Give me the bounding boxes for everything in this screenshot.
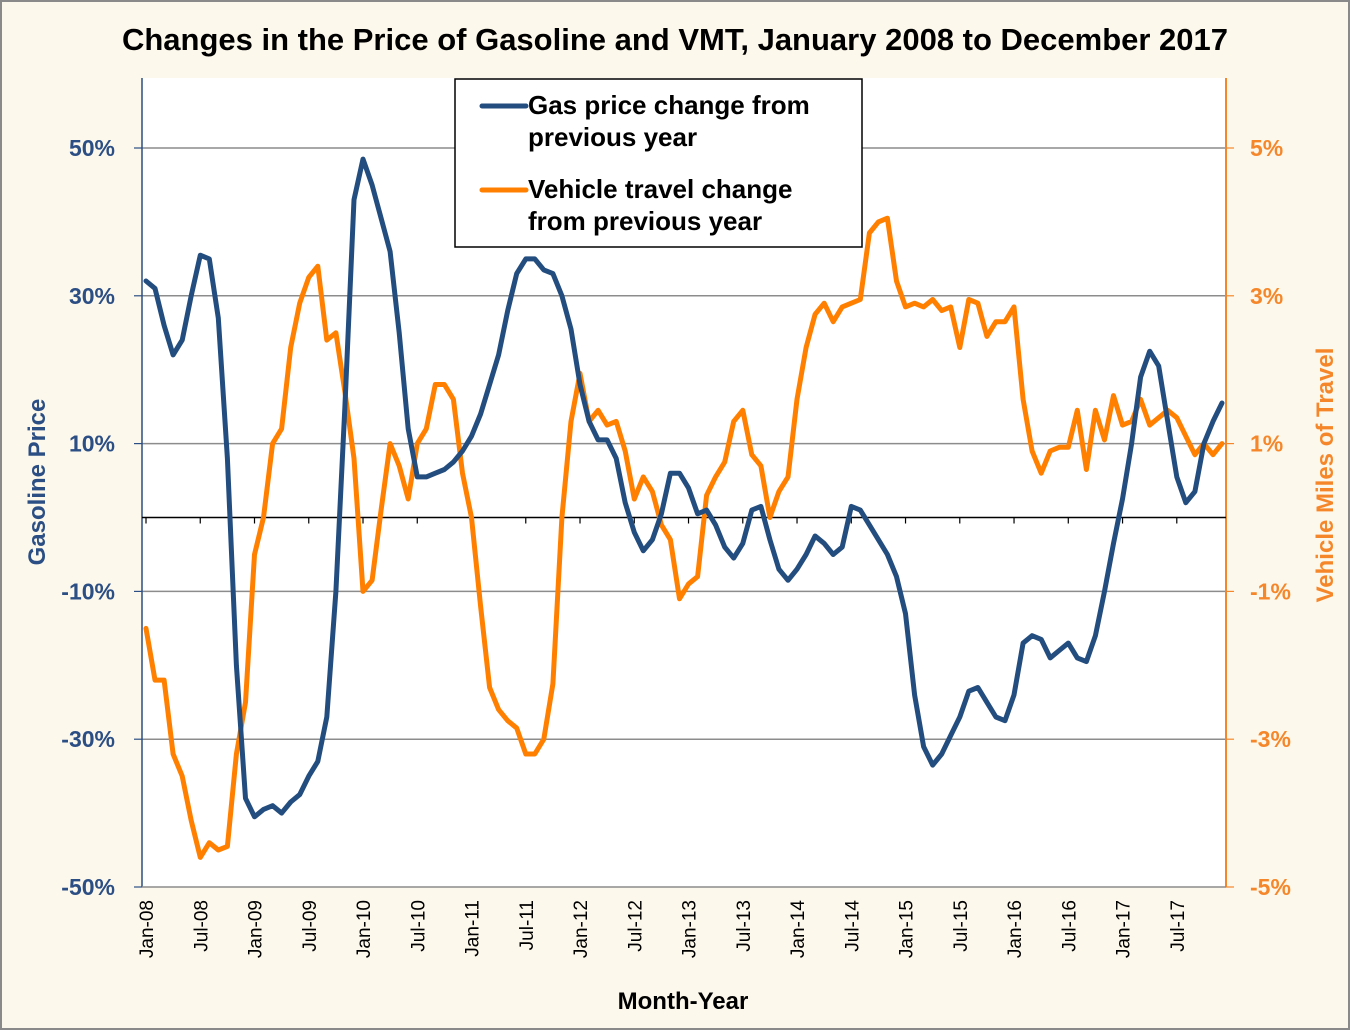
x-tick-label: Jul-12	[625, 900, 646, 952]
x-tick-label: Jan-13	[680, 900, 701, 958]
left-axis-ticks: 50% 30% 10% -10% -30% -50%	[61, 135, 142, 900]
x-tick-label: Jan-17	[1114, 900, 1135, 958]
x-tick-label: Jul-14	[842, 900, 863, 952]
gas-price-change-line	[143, 156, 1225, 820]
x-tick-label: Jul-09	[300, 900, 321, 952]
x-tick-label: Jan-08	[137, 900, 158, 958]
x-tick-label: Jul-11	[517, 900, 538, 950]
legend: Gas price change from previous year Vehi…	[454, 78, 863, 248]
x-axis-ticks: Jan-08 Jul-08 Jan-09 Jul-09 Jan-10 Jul-10 Jan-…	[137, 517, 1189, 959]
right-tick-label: 1%	[1250, 431, 1283, 457]
left-tick-label: 30%	[69, 283, 115, 309]
right-tick-label: 3%	[1250, 283, 1283, 309]
x-tick-label: Jul-15	[951, 900, 972, 952]
legend-label-gas-line1: Gas price change from	[528, 90, 810, 120]
x-axis-title: Month-Year	[618, 988, 749, 1015]
legend-label-vmt-line2: from previous year	[528, 206, 762, 236]
axes	[141, 78, 1227, 888]
left-tick-label: 10%	[69, 431, 115, 457]
x-tick-label: Jul-08	[191, 900, 212, 952]
x-tick-label: Jan-16	[1005, 900, 1026, 958]
left-tick-label: -10%	[61, 578, 115, 604]
x-tick-label: Jan-10	[354, 900, 375, 958]
x-tick-label: Jul-10	[408, 900, 429, 952]
right-tick-label: -3%	[1250, 726, 1291, 752]
series-lines	[143, 156, 1225, 860]
vmt-change-line	[143, 215, 1225, 860]
x-tick-label: Jan-14	[788, 900, 809, 959]
legend-label-gas-line2: previous year	[528, 122, 697, 152]
y-axis-right-title: Vehicle Miles of Travel	[1312, 348, 1339, 603]
left-tick-label: -50%	[61, 874, 115, 900]
left-tick-label: 50%	[69, 135, 115, 161]
right-tick-label: 5%	[1250, 135, 1283, 161]
x-tick-label: Jul-17	[1168, 900, 1189, 952]
x-tick-label: Jul-16	[1059, 900, 1080, 952]
y-axis-left-title: Gasoline Price	[24, 399, 51, 566]
x-tick-label: Jan-11	[463, 900, 484, 957]
x-tick-label: Jan-12	[571, 900, 592, 958]
x-tick-label: Jul-13	[734, 900, 755, 952]
legend-label-vmt-line1: Vehicle travel change	[528, 174, 792, 204]
chart-title: Changes in the Price of Gasoline and VMT…	[122, 22, 1228, 57]
right-tick-label: -5%	[1250, 874, 1291, 900]
right-tick-label: -1%	[1250, 578, 1291, 604]
x-tick-label: Jan-09	[246, 900, 267, 958]
x-tick-label: Jan-15	[897, 900, 918, 958]
left-tick-label: -30%	[61, 726, 115, 752]
right-axis-ticks: 5% 3% 1% -1% -3% -5%	[1226, 135, 1291, 900]
